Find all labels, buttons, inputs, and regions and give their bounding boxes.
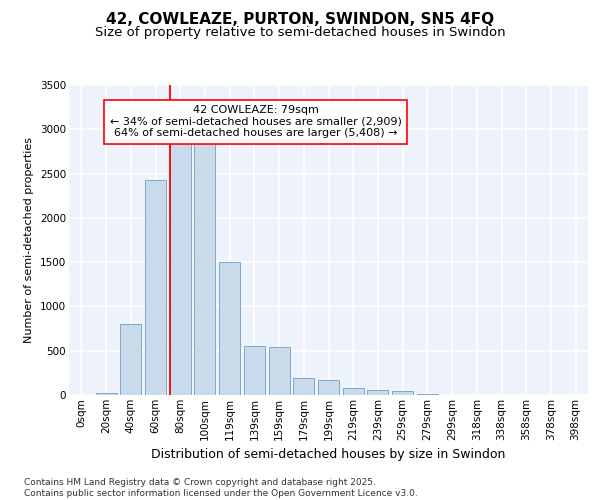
Bar [417, 394, 438, 395]
Text: 42, COWLEAZE, PURTON, SWINDON, SN5 4FQ: 42, COWLEAZE, PURTON, SWINDON, SN5 4FQ [106, 12, 494, 28]
Bar [392, 391, 413, 395]
Bar [120, 324, 141, 395]
Bar [293, 378, 314, 395]
Bar [269, 347, 290, 395]
Bar [170, 128, 191, 395]
Bar [194, 132, 215, 395]
Bar [343, 388, 364, 395]
Bar [95, 393, 116, 395]
X-axis label: Distribution of semi-detached houses by size in Swindon: Distribution of semi-detached houses by … [151, 448, 506, 461]
Bar [367, 390, 388, 395]
Text: 42 COWLEAZE: 79sqm
← 34% of semi-detached houses are smaller (2,909)
64% of semi: 42 COWLEAZE: 79sqm ← 34% of semi-detache… [110, 105, 402, 138]
Bar [219, 262, 240, 395]
Text: Contains HM Land Registry data © Crown copyright and database right 2025.
Contai: Contains HM Land Registry data © Crown c… [24, 478, 418, 498]
Bar [244, 346, 265, 395]
Bar [145, 180, 166, 395]
Text: Size of property relative to semi-detached houses in Swindon: Size of property relative to semi-detach… [95, 26, 505, 39]
Y-axis label: Number of semi-detached properties: Number of semi-detached properties [25, 137, 34, 343]
Bar [318, 380, 339, 395]
